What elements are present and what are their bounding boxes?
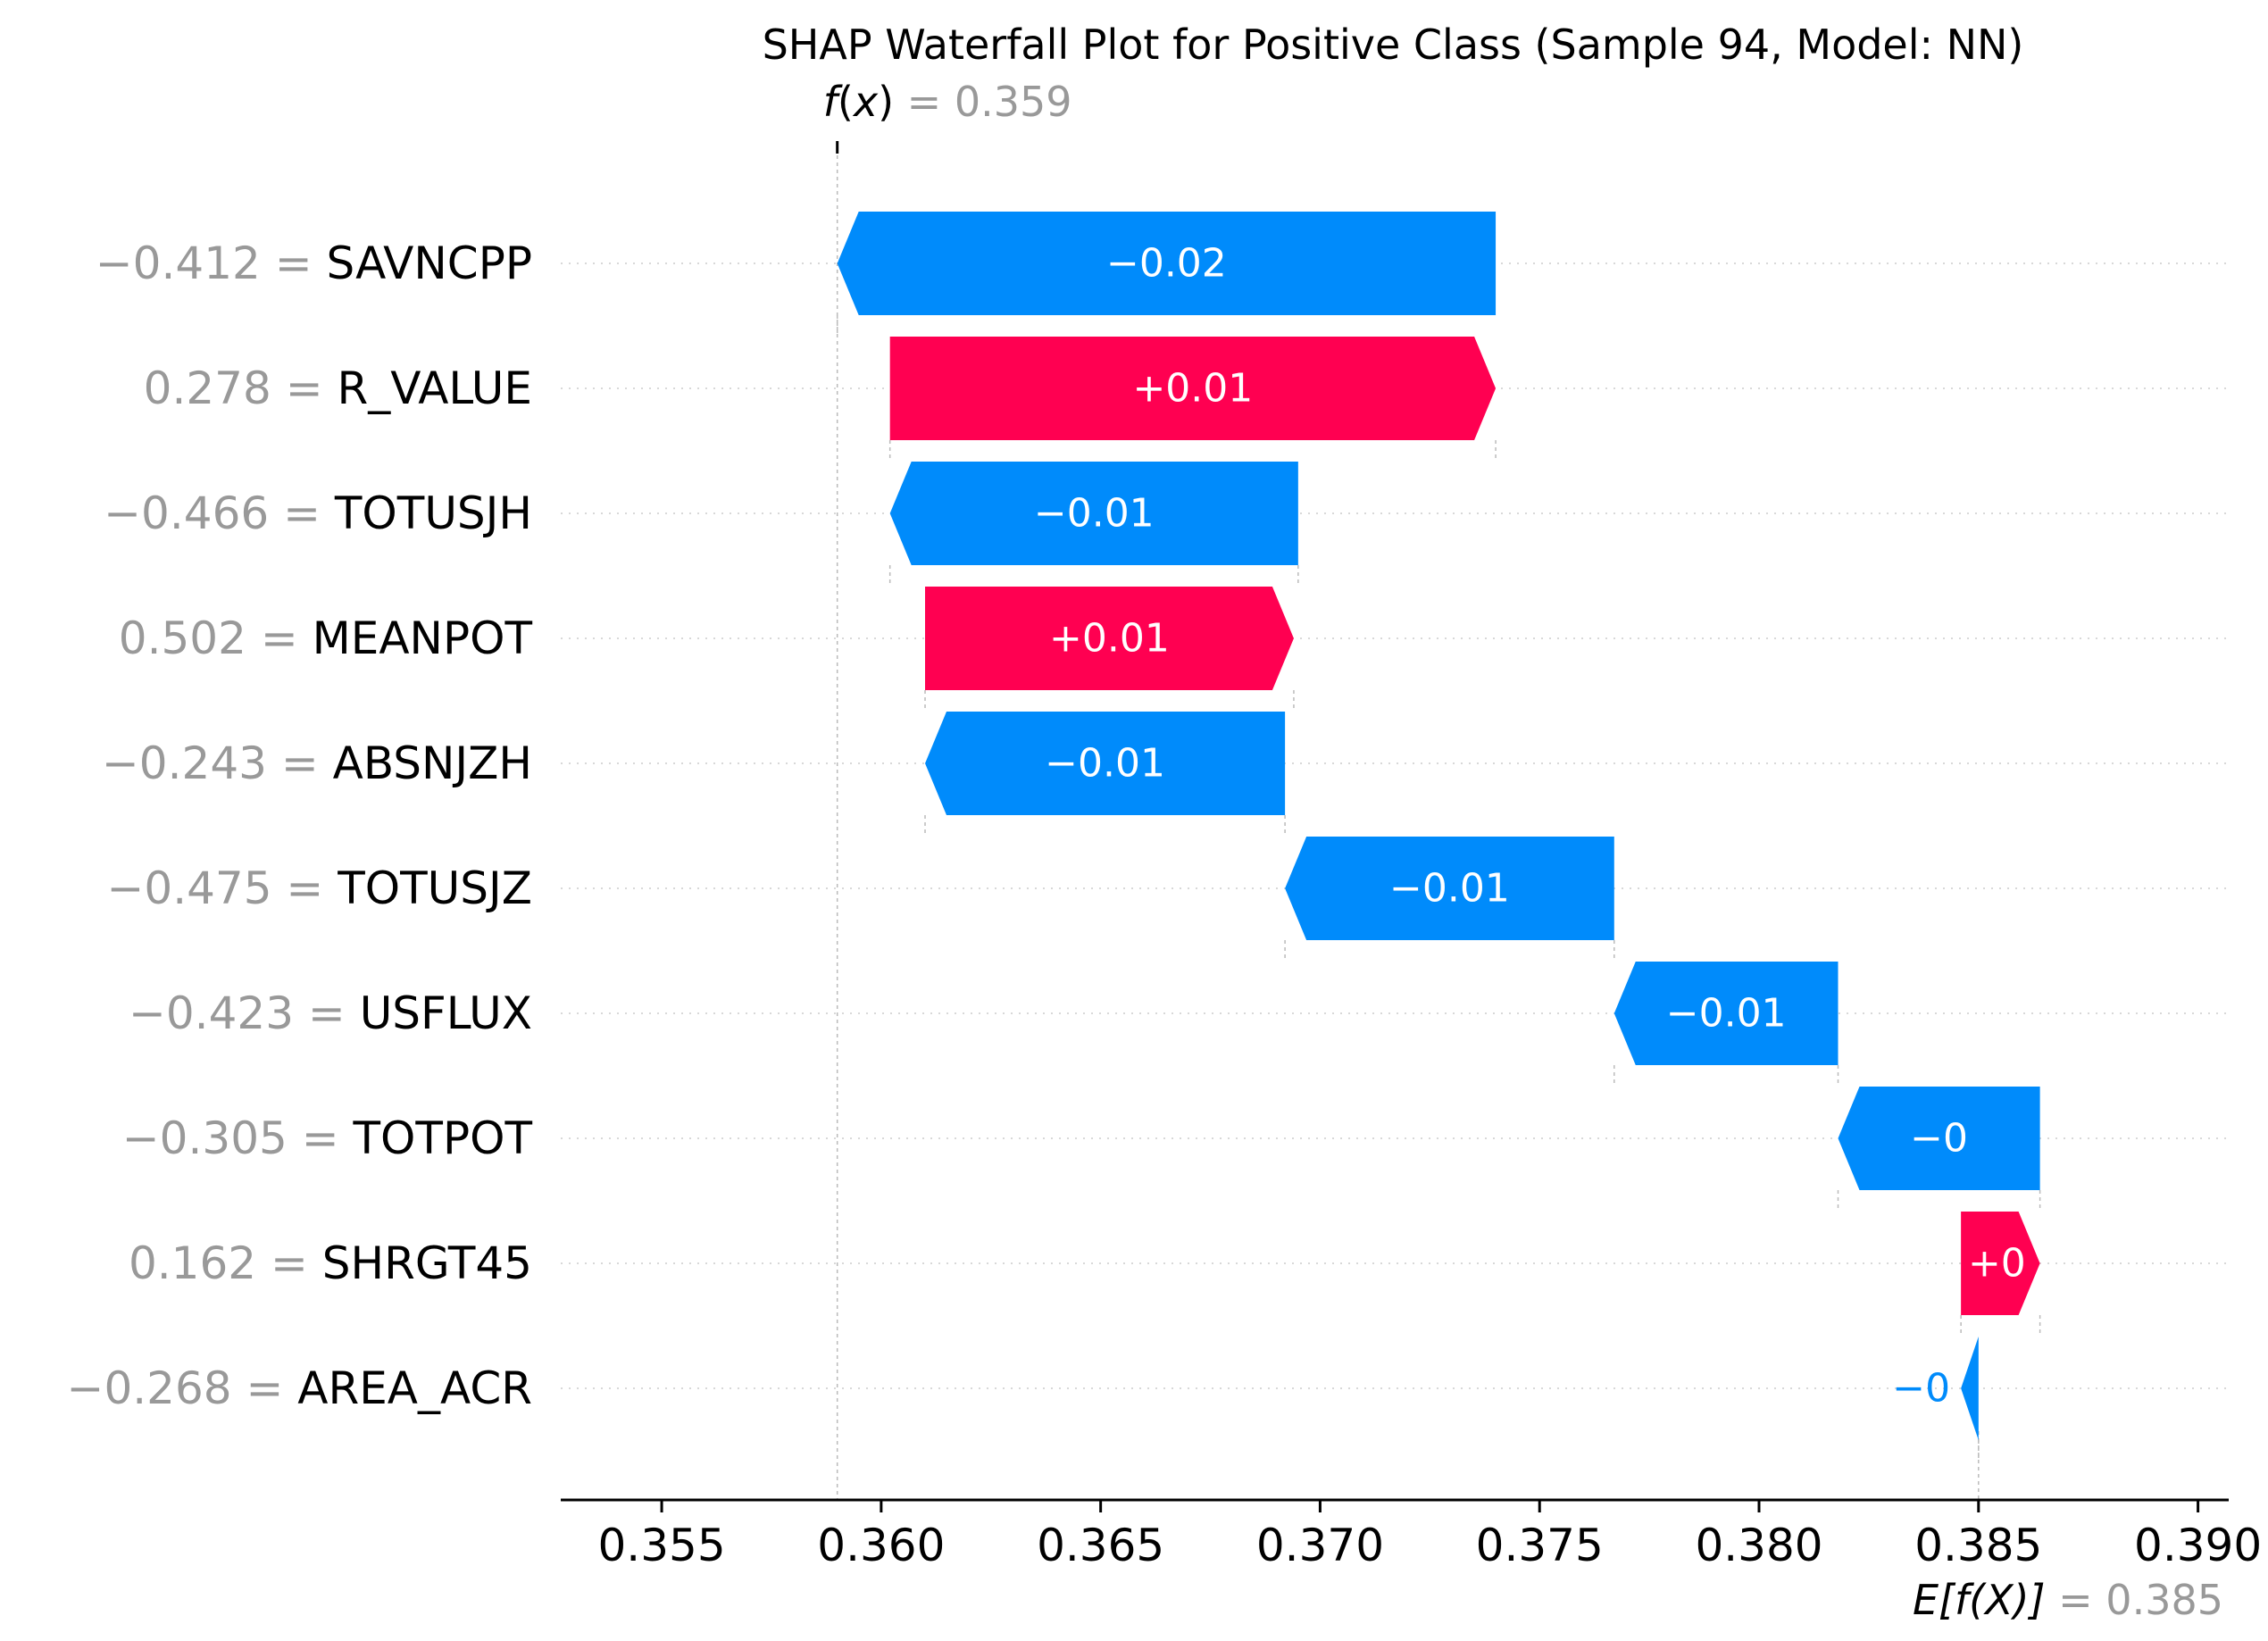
feature-value: −0.243 =: [102, 737, 333, 789]
feature-name: TOTUSJZ: [337, 862, 532, 914]
expected-value-annotations: f(x) = 0.359 E[f(X)] = 0.385: [823, 78, 2223, 1624]
feature-value: −0.475 =: [107, 862, 338, 914]
x-tick-label: 0.355: [597, 1520, 725, 1571]
x-tick-label: 0.385: [1914, 1520, 2042, 1571]
shap-value-label: −0.01: [1045, 741, 1165, 787]
bar-r-value: [889, 337, 1497, 440]
bar-area-acr: [1961, 1337, 1979, 1440]
shap-value-label: +0: [1968, 1241, 2026, 1287]
feature-label: 0.162 = SHRGT45: [129, 1237, 532, 1289]
feature-label: 0.502 = MEANPOT: [119, 612, 533, 664]
x-tick-label: 0.375: [1476, 1520, 1604, 1571]
feature-value: −0.466 =: [104, 487, 335, 539]
feature-label: −0.466 = TOTUSJH: [104, 487, 532, 539]
chart-title: SHAP Waterfall Plot for Positive Class (…: [763, 21, 2024, 69]
bar-meanpot: [925, 587, 1294, 690]
fx-label-paren: ): [878, 78, 907, 126]
feature-value: −0.412 =: [96, 237, 327, 289]
bars: −0.02 +0.01 −0.01 +0.01 −0.01 −0.01 −0.01 −0 +0 −…: [837, 212, 2040, 1440]
efx-label: E[f(X)] = 0.385: [1913, 1576, 2223, 1624]
x-tick-label: 0.380: [1695, 1520, 1822, 1571]
fx-label: f(x) = 0.359: [823, 78, 1072, 126]
feature-labels: −0.412 = SAVNCPP 0.278 = R_VALUE −0.466 = …: [67, 237, 533, 1414]
feature-value: 0.162 =: [129, 1237, 322, 1289]
shap-value-label: −0.01: [1389, 866, 1510, 912]
feature-value: −0.423 =: [129, 987, 360, 1039]
feature-value: −0.268 =: [67, 1362, 298, 1414]
feature-label: −0.305 = TOTPOT: [122, 1112, 533, 1164]
feature-name: SAVNCPP: [327, 237, 533, 289]
x-tick-label: 0.390: [2134, 1520, 2262, 1571]
x-axis: 0.355 0.360 0.365 0.370 0.375 0.380 0.385 0.390: [561, 1498, 2262, 1571]
feature-label: −0.423 = USFLUX: [129, 987, 532, 1039]
shap-value-label: −0.01: [1034, 491, 1155, 537]
feature-name: R_VALUE: [337, 362, 532, 414]
efx-label-main: E[f(X)]: [1913, 1576, 2058, 1624]
feature-label: −0.243 = ABSNJZH: [102, 737, 532, 789]
bar-totusjz: [1285, 837, 1614, 940]
connector-lines: [836, 141, 2041, 1500]
fx-value: = 0.359: [907, 78, 1072, 126]
fx-label-x: x: [852, 78, 879, 126]
feature-name: TOTUSJH: [334, 487, 532, 539]
bar-totpot: [1838, 1087, 2040, 1190]
shap-value-label: −0: [1892, 1366, 1950, 1412]
bar-usflux: [1613, 962, 1839, 1065]
fx-label-paren: (: [838, 78, 854, 126]
feature-label: −0.268 = AREA_ACR: [67, 1362, 532, 1414]
x-tick-label: 0.360: [817, 1520, 945, 1571]
shap-value-label: −0.01: [1666, 991, 1787, 1037]
feature-value: −0.305 =: [122, 1112, 354, 1164]
feature-name: TOTPOT: [353, 1112, 533, 1164]
bar-shrgt45: [1961, 1212, 2040, 1315]
shap-value-label: −0.02: [1106, 241, 1227, 287]
feature-label: 0.278 = R_VALUE: [144, 362, 532, 414]
bar-absnjzh: [925, 712, 1286, 815]
shap-value-label: +0.01: [1049, 616, 1170, 662]
shap-value-label: −0: [1910, 1116, 1968, 1162]
feature-name: MEANPOT: [313, 612, 533, 664]
feature-name: ABSNJZH: [333, 737, 532, 789]
feature-name: SHRGT45: [322, 1237, 532, 1289]
feature-name: USFLUX: [360, 987, 532, 1039]
bar-totusjh: [889, 462, 1298, 565]
shap-value-label: +0.01: [1132, 366, 1253, 412]
x-tick-label: 0.370: [1256, 1520, 1384, 1571]
efx-value: = 0.385: [2058, 1576, 2223, 1624]
feature-value: 0.502 =: [119, 612, 313, 664]
feature-label: −0.412 = SAVNCPP: [96, 237, 532, 289]
feature-value: 0.278 =: [144, 362, 338, 414]
bar-savncpp: [837, 212, 1497, 315]
feature-label: −0.475 = TOTUSJZ: [107, 862, 533, 914]
feature-name: AREA_ACR: [297, 1362, 532, 1414]
x-tick-label: 0.365: [1037, 1520, 1164, 1571]
